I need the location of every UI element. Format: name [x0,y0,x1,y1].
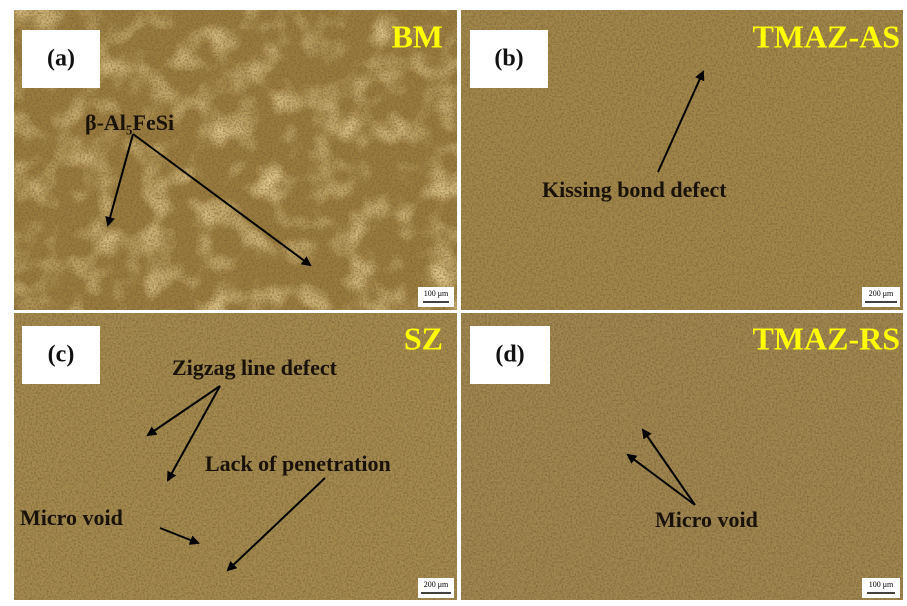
scale-label: 100 μm [424,289,449,298]
zone-title: TMAZ-RS [752,320,900,356]
annotation: Micro void [20,505,123,530]
panel-label: (b) [494,46,523,72]
panel-label: (d) [495,342,524,368]
zone-title: TMAZ-AS [752,18,900,54]
scale-label: 100 μm [869,580,894,589]
annotation: Kissing bond defect [542,177,727,202]
annotation: Lack of penetration [205,451,391,476]
scale-label: 200 μm [869,289,894,298]
annotation: β-Al₅FeSi [85,110,174,135]
figure: (a) (b) (c) (d) BM TMAZ-AS SZ TMAZ-RS β-… [0,0,907,606]
annotation: Zigzag line defect [172,355,338,380]
panel-label: (c) [48,342,75,368]
zone-title: BM [391,18,443,54]
scale-label: 200 μm [424,580,449,589]
panel-label: (a) [47,46,75,72]
zone-title: SZ [404,320,443,356]
annotation: Micro void [655,507,758,532]
